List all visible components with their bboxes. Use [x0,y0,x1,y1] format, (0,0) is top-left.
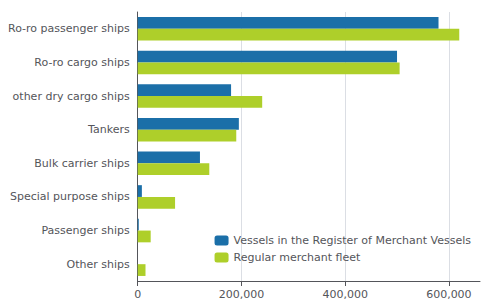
svg-text:Special purpose ships: Special purpose ships [10,190,130,203]
svg-text:0: 0 [134,288,141,301]
svg-text:Passenger ships: Passenger ships [41,224,130,237]
svg-text:Other ships: Other ships [67,258,130,271]
svg-text:Bulk carrier ships: Bulk carrier ships [34,157,130,170]
svg-text:Ro-ro cargo ships: Ro-ro cargo ships [34,56,130,69]
svg-text:200,000: 200,000 [219,288,265,301]
svg-text:other dry cargo ships: other dry cargo ships [13,90,130,103]
svg-text:Ro-ro passenger ships: Ro-ro passenger ships [8,22,130,35]
svg-text:400,000: 400,000 [322,288,368,301]
svg-text:Vessels in the Register of Mer: Vessels in the Register of Merchant Vess… [234,234,472,247]
svg-text:Regular merchant fleet: Regular merchant fleet [234,251,361,264]
svg-text:600,000: 600,000 [426,288,472,301]
svg-text:Tankers: Tankers [87,123,130,136]
